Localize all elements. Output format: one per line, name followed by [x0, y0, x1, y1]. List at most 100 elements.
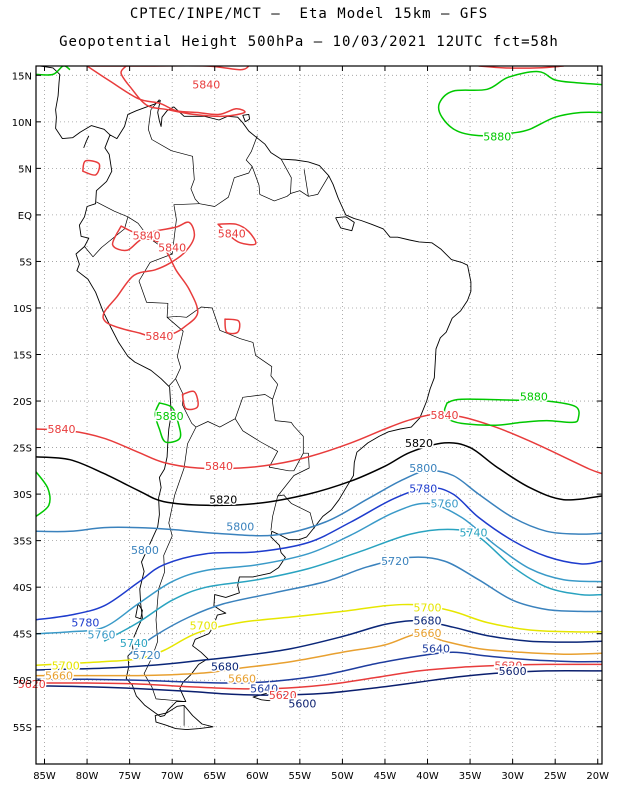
contour-label: 5840 — [192, 79, 220, 92]
lat-tick-label: 50S — [13, 676, 32, 687]
contour-5840 — [181, 390, 199, 411]
country-border — [290, 169, 309, 197]
contour-5700 — [36, 603, 602, 667]
lon-tick-label: 25W — [544, 771, 567, 782]
contour-label: 5800 — [226, 521, 254, 534]
contour-5740 — [103, 528, 602, 642]
contour-label: 5660 — [228, 672, 256, 685]
contour-label: 5820 — [209, 494, 237, 507]
country-border — [84, 216, 129, 258]
contour-5620 — [36, 663, 602, 690]
lat-tick-label: 35S — [13, 537, 32, 548]
map-frame — [35, 65, 603, 765]
lon-tick-label: 20W — [586, 771, 609, 782]
contour-label: 5880 — [520, 390, 548, 403]
contour-label: 5840 — [133, 229, 161, 242]
contour-5880 — [36, 66, 71, 76]
contour-label: 5620 — [269, 689, 297, 702]
coastline — [242, 113, 251, 123]
country-border — [147, 99, 200, 204]
lat-tick-label: 10S — [13, 304, 32, 315]
contour-label: 5880 — [156, 410, 184, 423]
contour-label: 5660 — [414, 627, 442, 640]
contour-label: 5700 — [52, 659, 80, 672]
lon-tick-label: 55W — [289, 771, 312, 782]
axis-ticks: 15N 10N 5N EQ 5S 10S 15S 20S 25S 30S 35S 40S 45S 50S 5… — [12, 66, 609, 782]
contour-5840 — [82, 159, 101, 176]
lon-tick-label: 80W — [76, 771, 99, 782]
chart-subtitle: Geopotential Height 500hPa – 10/03/2021 … — [59, 34, 559, 50]
lat-tick-label: 45S — [13, 630, 32, 641]
lon-tick-label: 35W — [459, 771, 482, 782]
lon-tick-label: 65W — [203, 771, 226, 782]
coastline — [75, 99, 472, 717]
contour-label: 5600 — [499, 665, 527, 678]
lat-tick-label: 55S — [13, 723, 32, 734]
contour-label: 5700 — [190, 619, 218, 632]
contour-label: 5840 — [218, 228, 246, 241]
contour-5640 — [36, 651, 602, 684]
contour-label: 5820 — [405, 437, 433, 450]
coastline — [252, 691, 277, 702]
contour-label: 5840 — [145, 330, 173, 343]
contour-label: 5780 — [71, 617, 99, 630]
contour-5840 — [102, 221, 199, 339]
coastlines — [40, 66, 472, 731]
country-border — [234, 418, 304, 472]
contour-5680 — [36, 619, 602, 671]
lon-tick-label: 75W — [118, 771, 141, 782]
lat-tick-label: 40S — [13, 583, 32, 594]
contour-label: 5640 — [422, 643, 450, 656]
contour-5660 — [36, 632, 602, 677]
lat-tick-label: 20S — [13, 397, 32, 408]
lat-tick-label: 5N — [18, 164, 32, 175]
contour-labels: 5840588058405840584058405840584058405820… — [16, 77, 549, 712]
country-border — [199, 135, 258, 207]
lon-tick-label: 60W — [246, 771, 269, 782]
contour-5880 — [443, 398, 580, 426]
contour-5840 — [86, 66, 246, 118]
contour-5840 — [224, 318, 241, 335]
contour-5880 — [154, 402, 182, 444]
contour-5780 — [36, 486, 602, 621]
contour-label: 5720 — [133, 649, 161, 662]
coastline — [135, 603, 143, 620]
contour-label: 5620 — [494, 659, 522, 672]
coastline — [83, 135, 90, 149]
gridlines — [36, 66, 602, 764]
contour-5720 — [129, 556, 602, 655]
contour-label: 5600 — [288, 698, 316, 711]
contour-label: 5840 — [205, 460, 233, 473]
contour-label: 5880 — [483, 131, 511, 144]
contour-label: 5660 — [45, 670, 73, 683]
contour-label: 5640 — [250, 683, 278, 696]
lat-tick-label: 5S — [19, 257, 32, 268]
lat-tick-label: EQ — [18, 211, 32, 222]
contour-5840 — [217, 222, 257, 246]
lat-tick-label: 30S — [13, 490, 32, 501]
contour-5880 — [36, 471, 51, 517]
coastline — [335, 216, 355, 232]
contour-5840 — [36, 413, 602, 475]
country-border — [167, 306, 279, 428]
contour-5600 — [36, 670, 602, 696]
contour-label: 5840 — [48, 423, 76, 436]
contour-5840 — [91, 66, 250, 71]
contour-label: 5840 — [431, 409, 459, 422]
contour-label: 5720 — [381, 555, 409, 568]
contour-label: 5680 — [414, 615, 442, 628]
contour-5800 — [36, 469, 602, 537]
contour-5820 — [36, 441, 602, 507]
contour-label: 5840 — [158, 241, 186, 254]
contour-5840 — [478, 66, 564, 69]
country-border — [251, 158, 292, 202]
country-border — [270, 495, 279, 531]
contour-label: 5740 — [459, 526, 487, 539]
contour-label: 5700 — [414, 602, 442, 615]
lat-tick-label: 15S — [13, 351, 32, 362]
contour-label: 5760 — [88, 629, 116, 642]
contour-5760 — [36, 502, 602, 635]
contour-label: 5780 — [409, 483, 437, 496]
country-border — [272, 399, 315, 529]
